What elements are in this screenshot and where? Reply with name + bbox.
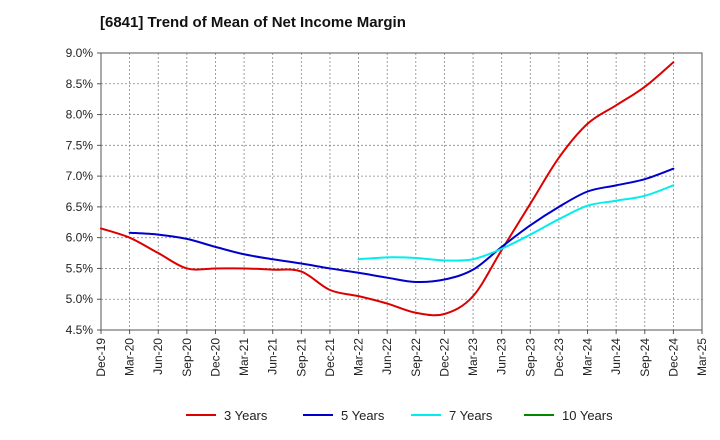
x-tick-label: Mar-23 [466, 338, 480, 376]
x-tick-label: Mar-20 [123, 338, 137, 376]
y-tick-label: 9.0% [66, 46, 94, 60]
y-tick-label: 6.0% [66, 231, 94, 245]
legend-label: 5 Years [341, 408, 385, 423]
chart-title: [6841] Trend of Mean of Net Income Margi… [100, 14, 406, 31]
legend-item-7-years: 7 Years [411, 408, 493, 423]
series-lines [100, 61, 675, 317]
x-tick-label: Dec-22 [437, 338, 451, 377]
x-tick-label: Dec-20 [208, 338, 222, 377]
x-tick-label: Mar-24 [581, 338, 595, 376]
series-line-3-years [100, 61, 675, 317]
legend-item-3-years: 3 Years [186, 408, 268, 423]
x-tick-label: Sep-24 [638, 338, 652, 377]
y-tick-label: 6.5% [66, 200, 94, 214]
x-tick-label: Mar-22 [352, 338, 366, 376]
y-tick-label: 8.0% [66, 108, 94, 122]
legend-item-5-years: 5 Years [303, 408, 385, 423]
x-tick-label: Dec-24 [666, 338, 680, 377]
y-tick-label: 5.0% [66, 292, 94, 306]
legend-label: 7 Years [449, 408, 493, 423]
plot-area [100, 52, 703, 331]
x-tick-label: Jun-21 [266, 338, 280, 375]
x-tick-label: Jun-24 [609, 338, 623, 375]
x-axis: Dec-19 Mar-20 Jun-20 Sep-20 Dec-20 Mar-21 Jun-… [94, 330, 709, 377]
x-tick-label: Jun-22 [380, 338, 394, 375]
x-tick-label: Mar-21 [237, 338, 251, 376]
y-tick-label: 7.5% [66, 138, 94, 152]
x-tick-label: Sep-20 [180, 338, 194, 377]
x-tick-label: Dec-21 [323, 338, 337, 377]
x-tick-label: Mar-25 [695, 338, 709, 376]
legend-item-10-years: 10 Years [524, 408, 613, 423]
grid [100, 52, 703, 331]
series-line-5-years [128, 167, 675, 284]
series-line-7-years [357, 184, 675, 262]
x-tick-label: Sep-23 [523, 338, 537, 377]
y-tick-label: 5.5% [66, 261, 94, 275]
x-tick-label: Sep-22 [409, 338, 423, 377]
y-tick-label: 8.5% [66, 77, 94, 91]
y-axis: 4.5% 5.0% 5.5% 6.0% 6.5% 7.0% 7.5% 8.0% 8.5% 9.0% [66, 46, 101, 337]
x-tick-label: Dec-23 [552, 338, 566, 377]
legend: 3 Years 5 Years 7 Years 10 Years [186, 408, 613, 423]
y-tick-label: 4.5% [66, 323, 94, 337]
x-tick-label: Dec-19 [94, 338, 108, 377]
y-tick-label: 7.0% [66, 169, 94, 183]
legend-label: 10 Years [562, 408, 613, 423]
x-tick-label: Jun-20 [151, 338, 165, 375]
x-tick-label: Jun-23 [495, 338, 509, 375]
legend-label: 3 Years [224, 408, 268, 423]
x-tick-label: Sep-21 [294, 338, 308, 377]
